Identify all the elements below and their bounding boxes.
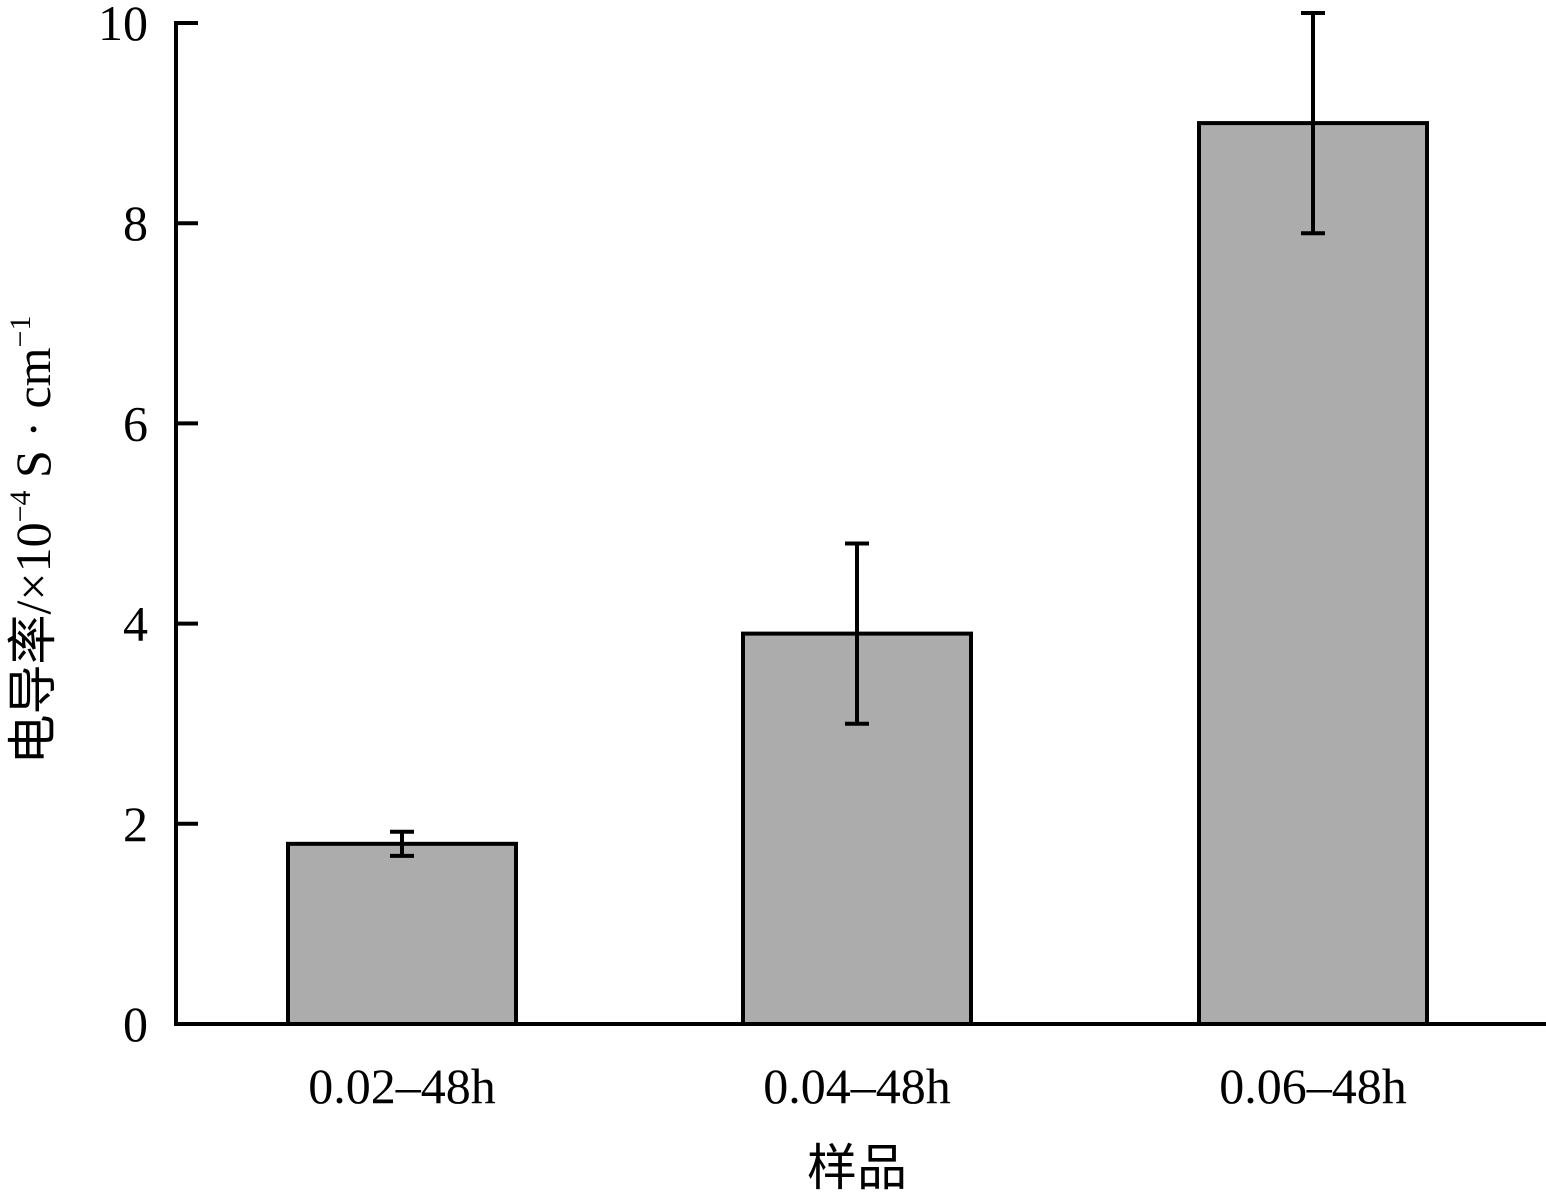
y-axis-title: 电导率/×10−4 S · cm−1 [4, 316, 61, 765]
y-tick-label-6: 6 [123, 395, 148, 451]
y-tick-label-0: 0 [123, 996, 148, 1052]
y-axis-title-unit-exponent: −1 [4, 316, 37, 348]
bar-1 [286, 841, 518, 1026]
y-tick-label-4: 4 [123, 596, 148, 652]
x-axis-title: 样品 [807, 1140, 907, 1196]
x-tick-label-1: 0.02–48h [308, 1058, 496, 1114]
x-tick-label-3: 0.06–48h [1219, 1058, 1407, 1114]
y-tick-label-8: 8 [123, 195, 148, 251]
axes-group [174, 21, 1546, 1026]
error-bars-group [390, 10, 1325, 858]
y-axis-title-exponent: −4 [4, 490, 37, 522]
y-axis-title-unit: S · cm [5, 347, 61, 490]
y-tick-label-2: 2 [123, 796, 148, 852]
ticks-group: 0.02–48h 0.04–48h 0.06–48h 0 2 4 6 8 10 [98, 0, 1407, 1114]
bar-3 [1197, 121, 1429, 1027]
y-tick-label-10: 10 [98, 0, 148, 51]
x-tick-label-2: 0.04–48h [763, 1058, 951, 1114]
y-axis-title-main: 电导率/×10 [5, 522, 61, 764]
